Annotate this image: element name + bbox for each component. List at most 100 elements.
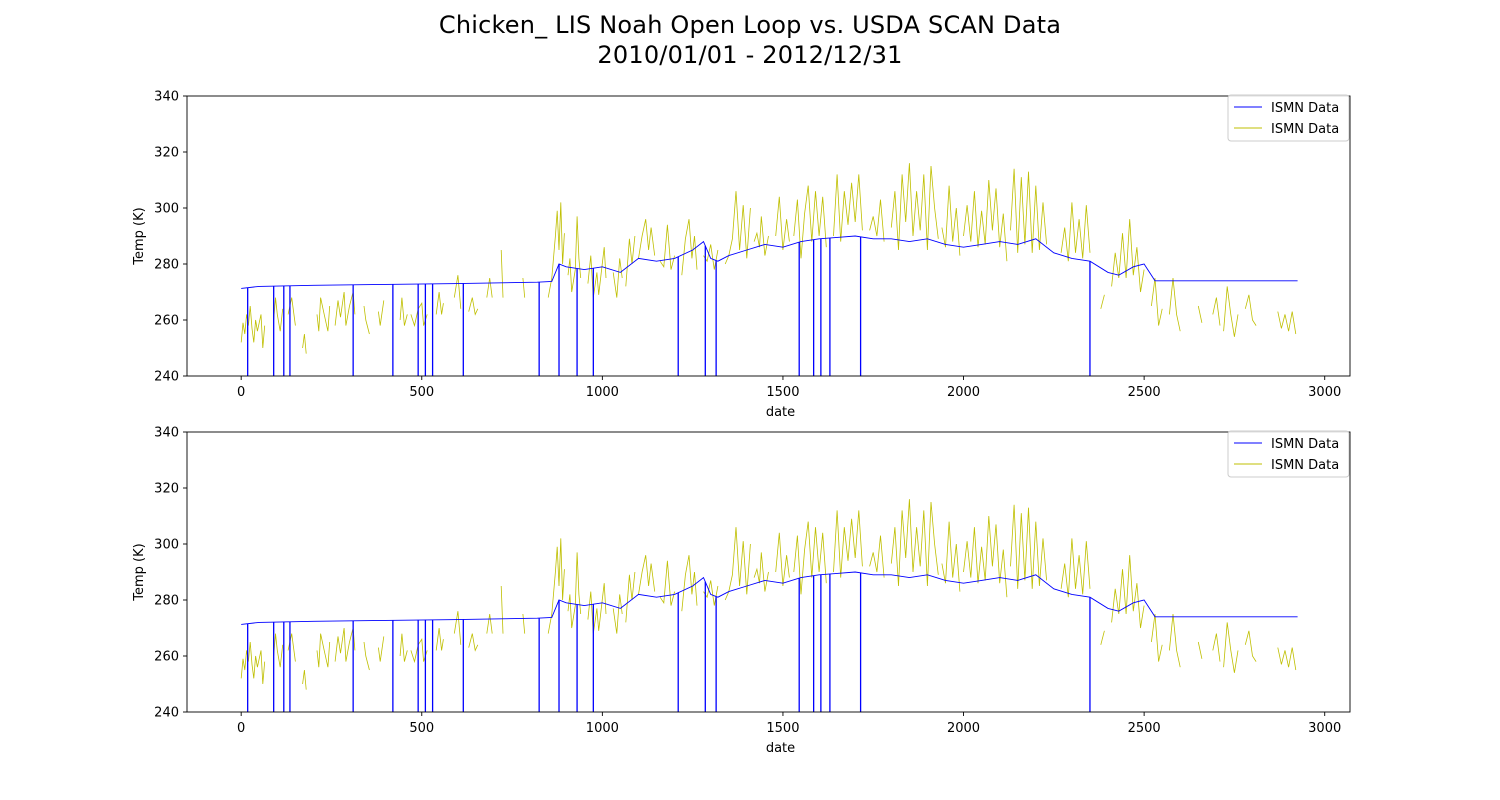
x-tick-label: 0 bbox=[237, 385, 245, 400]
series-2-segment bbox=[890, 499, 939, 587]
x-tick-label: 500 bbox=[409, 385, 434, 400]
series-2-segment bbox=[302, 333, 307, 354]
series-2-segment bbox=[869, 199, 885, 242]
series-2-segment bbox=[775, 196, 790, 251]
series-2-segment bbox=[775, 532, 790, 587]
x-axis-label: date bbox=[766, 405, 795, 420]
series-2-segment bbox=[435, 291, 444, 315]
axes-frame bbox=[186, 95, 1351, 377]
series-2-segment bbox=[1223, 622, 1239, 673]
x-tick-label: 2500 bbox=[1128, 721, 1161, 736]
series-2-segment bbox=[587, 583, 607, 634]
series-2-segment bbox=[681, 555, 698, 612]
series-2-segment bbox=[625, 571, 636, 623]
figure-title-line-2: 2010/01/01 - 2012/12/31 bbox=[597, 41, 903, 69]
y-tick-label: 340 bbox=[154, 90, 179, 105]
x-tick-label: 2000 bbox=[947, 721, 980, 736]
y-axis-label: Temp (K) bbox=[132, 207, 147, 265]
series-2-segment bbox=[410, 301, 428, 328]
series-2-segment bbox=[638, 219, 656, 259]
series-2-segment bbox=[435, 627, 444, 651]
x-tick-label: 2500 bbox=[1128, 385, 1161, 400]
y-tick-label: 320 bbox=[154, 146, 179, 161]
series-2-segment bbox=[547, 202, 565, 298]
series-2-segment bbox=[1197, 305, 1203, 323]
series-2-segment bbox=[1169, 277, 1181, 332]
series-2-segment bbox=[567, 216, 582, 293]
series-2-segment bbox=[522, 613, 526, 634]
series-2-segment bbox=[659, 560, 675, 606]
series-2-segment bbox=[363, 305, 370, 335]
y-tick-label: 240 bbox=[154, 706, 179, 721]
series-2-segment bbox=[1212, 297, 1221, 326]
series-2-segment bbox=[1169, 613, 1181, 668]
legend-label: ISMN Data bbox=[1271, 458, 1339, 473]
series-2-segment bbox=[1060, 538, 1091, 598]
x-tick-label: 1500 bbox=[766, 721, 799, 736]
series-2-segment bbox=[453, 275, 462, 309]
y-tick-label: 300 bbox=[154, 202, 179, 217]
chart-panel-top: 0 500 1000 1500 2000 2500 3000 240 260 280 300 320 3… bbox=[132, 90, 1351, 420]
series-2-segment bbox=[793, 185, 827, 259]
series-2-segment bbox=[1197, 641, 1203, 659]
series-2-segment bbox=[1060, 202, 1091, 262]
y-tick-label: 260 bbox=[154, 650, 179, 665]
series-2-segment bbox=[963, 515, 1008, 598]
series-2-segment bbox=[1277, 311, 1297, 335]
series-2-segment bbox=[486, 613, 493, 634]
y-tick-label: 240 bbox=[154, 370, 179, 385]
series-2-segment bbox=[612, 594, 623, 634]
series-2-segment bbox=[963, 179, 1008, 262]
x-tick-label: 3000 bbox=[1308, 721, 1341, 736]
series-2-segment bbox=[1100, 294, 1105, 309]
series-2-segment bbox=[638, 555, 656, 595]
legend-label: ISMN Data bbox=[1271, 101, 1339, 116]
series-2-segment bbox=[833, 510, 863, 578]
series-2-segment bbox=[287, 633, 296, 662]
figure-title: Chicken_ LIS Noah Open Loop vs. USDA SCA… bbox=[0, 10, 1500, 70]
series-2-segment bbox=[399, 297, 408, 326]
series-1-line bbox=[241, 571, 1298, 625]
series-2-segment bbox=[833, 174, 863, 242]
y-tick-label: 280 bbox=[154, 258, 179, 273]
x-tick-label: 3000 bbox=[1308, 385, 1341, 400]
series-2-segment bbox=[793, 521, 827, 595]
series-2-segment bbox=[334, 291, 356, 326]
x-tick-label: 1500 bbox=[766, 385, 799, 400]
series-2-segment bbox=[486, 277, 493, 298]
legend-label: ISMN Data bbox=[1271, 437, 1339, 452]
series-2-segment bbox=[724, 191, 751, 265]
series-2-segment bbox=[1151, 613, 1163, 662]
series-1-line bbox=[241, 235, 1298, 289]
legend: ISMN Data ISMN Data bbox=[1227, 430, 1350, 478]
series-2-segment bbox=[468, 297, 479, 316]
series-2-segment bbox=[273, 633, 284, 668]
chart-panel-bottom: 0 500 1000 1500 2000 2500 3000 240 260 280 300 320 3… bbox=[132, 426, 1351, 756]
x-tick-label: 1000 bbox=[586, 385, 619, 400]
series-2-segment bbox=[681, 219, 698, 276]
series-2-segment bbox=[273, 297, 284, 332]
x-tick-label: 0 bbox=[237, 721, 245, 736]
y-tick-label: 300 bbox=[154, 538, 179, 553]
series-2-segment bbox=[500, 249, 504, 298]
series-2-segment bbox=[625, 235, 636, 287]
series-2-segment bbox=[753, 552, 769, 592]
series-2-segment bbox=[612, 258, 623, 298]
series-2-segment bbox=[453, 611, 462, 645]
series-2-segment bbox=[500, 585, 504, 634]
series-2-segment bbox=[240, 641, 266, 685]
series-2-segment bbox=[378, 300, 385, 326]
legend-label: ISMN Data bbox=[1271, 122, 1339, 137]
y-tick-label: 340 bbox=[154, 426, 179, 441]
plot-area bbox=[240, 163, 1298, 376]
y-tick-label: 280 bbox=[154, 594, 179, 609]
legend: ISMN Data ISMN Data bbox=[1227, 94, 1350, 142]
series-2-segment bbox=[1151, 277, 1163, 326]
series-2-segment bbox=[468, 633, 479, 652]
x-tick-label: 1000 bbox=[586, 721, 619, 736]
y-tick-label: 260 bbox=[154, 314, 179, 329]
series-2-segment bbox=[1100, 630, 1105, 645]
series-2-segment bbox=[1277, 647, 1297, 671]
series-2-segment bbox=[567, 552, 582, 629]
